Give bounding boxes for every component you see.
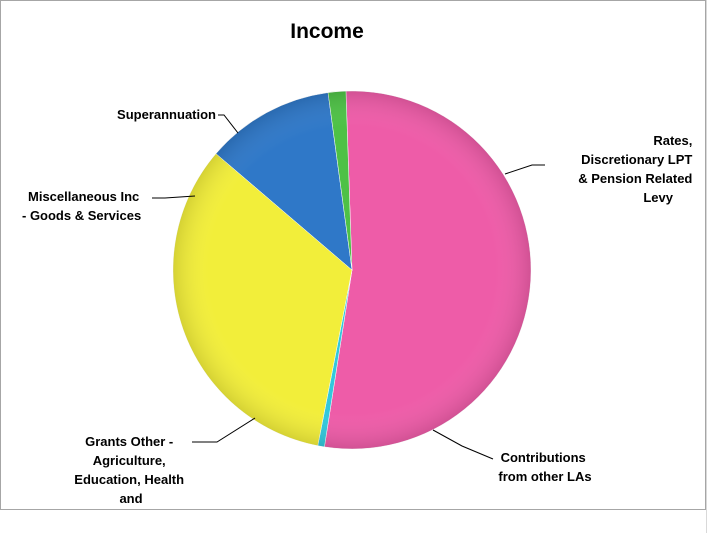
sheet-gridline: [706, 0, 707, 533]
label-grants-line-4: and: [119, 491, 142, 506]
label-misc: Miscellaneous Inc - Goods & Services: [22, 189, 143, 223]
label-grants: Grants Other - Agriculture, Education, H…: [74, 434, 187, 506]
leader-line-contributions: [432, 429, 494, 460]
label-super-line-1: Superannuation: [117, 107, 216, 122]
label-rates-line-4: Levy: [643, 190, 673, 205]
label-misc-line-1: Miscellaneous Inc: [28, 189, 139, 204]
label-grants-line-3: Education, Health: [74, 472, 184, 487]
label-superannuation: Superannuation: [117, 107, 216, 122]
pie-shading: [173, 91, 531, 449]
label-rates-line-2: Discretionary LPT: [581, 152, 692, 167]
leader-line-grants: [192, 417, 256, 443]
label-rates-line-3: & Pension Related: [578, 171, 692, 186]
label-contributions: Contributions from other LAs: [498, 450, 591, 484]
label-grants-line-1: Grants Other -: [85, 434, 173, 449]
leader-line-misc: [152, 195, 196, 199]
label-contributions-line-2: from other LAs: [498, 469, 591, 484]
label-misc-line-2: - Goods & Services: [22, 208, 141, 223]
label-rates-line-1: Rates,: [653, 133, 692, 148]
leader-line-super: [218, 114, 239, 134]
leader-line-rates: [504, 164, 545, 175]
label-contributions-line-1: Contributions: [501, 450, 586, 465]
chart-title: Income: [290, 20, 364, 43]
label-rates: Rates, Discretionary LPT & Pension Relat…: [578, 133, 696, 205]
label-grants-line-2: Agriculture,: [93, 453, 166, 468]
